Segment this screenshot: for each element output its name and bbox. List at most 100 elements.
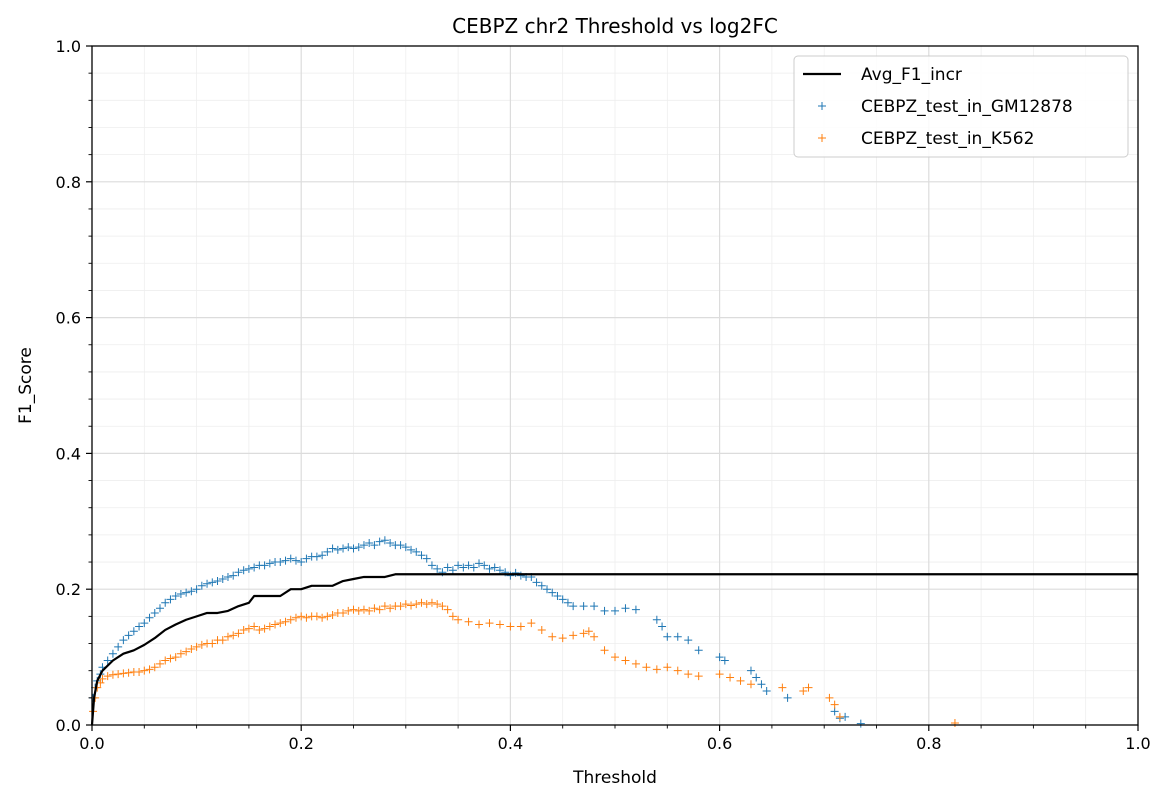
data-point	[830, 700, 839, 709]
data-point	[161, 656, 170, 665]
data-point	[558, 595, 567, 604]
data-point	[600, 646, 609, 655]
data-point	[548, 632, 557, 641]
data-point	[145, 613, 154, 622]
y-axis-title: F1_Score	[16, 347, 36, 424]
data-point	[532, 578, 541, 587]
data-point	[407, 601, 416, 610]
data-point	[244, 564, 253, 573]
data-point	[569, 631, 578, 640]
data-point	[281, 556, 290, 565]
data-point	[407, 545, 416, 554]
data-point	[684, 670, 693, 679]
data-point	[652, 665, 661, 674]
data-point	[475, 559, 484, 568]
data-point	[302, 554, 311, 563]
data-point	[234, 629, 243, 638]
data-point	[333, 545, 342, 554]
data-point	[265, 622, 274, 631]
data-point	[129, 627, 138, 636]
data-point	[548, 588, 557, 597]
data-point	[375, 605, 384, 614]
data-point	[339, 544, 348, 553]
data-point	[349, 605, 358, 614]
data-point	[203, 579, 212, 588]
data-point	[715, 670, 724, 679]
data-point	[114, 670, 123, 679]
data-point	[135, 668, 144, 677]
data-point	[495, 566, 504, 575]
x-tick-label: 0.4	[498, 734, 523, 753]
data-point	[506, 622, 515, 631]
data-point	[694, 672, 703, 681]
data-point	[124, 668, 133, 677]
data-point	[323, 547, 332, 556]
data-point	[422, 554, 431, 563]
data-point	[208, 578, 217, 587]
data-point	[176, 589, 185, 598]
data-point	[244, 624, 253, 633]
data-point	[103, 672, 112, 681]
data-point	[746, 680, 755, 689]
data-point	[726, 673, 735, 682]
data-point	[386, 539, 395, 548]
data-point	[584, 627, 593, 636]
data-point	[234, 568, 243, 577]
data-point	[448, 612, 457, 621]
data-point	[354, 543, 363, 552]
data-point	[631, 659, 640, 668]
data-point	[176, 649, 185, 658]
data-point	[746, 666, 755, 675]
series-CEBPZ_test_in_GM12878	[89, 536, 865, 728]
x-tick-label: 0.6	[707, 734, 732, 753]
data-point	[250, 622, 259, 631]
data-point	[611, 606, 619, 615]
data-point	[663, 632, 672, 641]
data-point	[600, 606, 609, 615]
data-point	[663, 663, 672, 672]
data-point	[459, 563, 468, 572]
data-point	[380, 536, 389, 545]
data-point	[328, 611, 337, 620]
data-point	[155, 604, 164, 613]
data-point	[417, 551, 426, 560]
data-point	[830, 707, 839, 716]
data-point	[563, 598, 572, 607]
data-point	[166, 595, 175, 604]
data-point	[171, 591, 180, 600]
data-point	[192, 585, 201, 594]
data-point	[778, 683, 787, 692]
data-point	[396, 602, 405, 611]
data-point	[658, 622, 667, 631]
data-point	[516, 571, 525, 580]
data-point	[297, 612, 306, 621]
data-point	[323, 612, 332, 621]
data-point	[427, 561, 436, 570]
data-point	[652, 615, 661, 624]
x-tick-label: 0.0	[79, 734, 104, 753]
data-point	[611, 653, 619, 662]
data-point	[291, 613, 300, 622]
data-point	[223, 632, 232, 641]
data-point	[339, 608, 348, 617]
data-point	[480, 561, 489, 570]
data-point	[255, 625, 264, 634]
data-point	[365, 539, 374, 548]
data-point	[318, 551, 327, 560]
data-point	[475, 620, 484, 629]
data-point	[140, 666, 149, 675]
data-point	[553, 591, 562, 600]
data-point	[119, 636, 128, 645]
data-point	[631, 605, 640, 614]
data-point	[762, 687, 771, 696]
data-point	[464, 617, 473, 626]
data-point	[286, 615, 295, 624]
data-point	[642, 663, 651, 672]
data-point	[161, 598, 170, 607]
data-point	[438, 602, 447, 611]
data-point	[150, 608, 159, 617]
x-tick-label: 1.0	[1125, 734, 1150, 753]
data-point	[370, 604, 379, 613]
data-point	[433, 564, 442, 573]
